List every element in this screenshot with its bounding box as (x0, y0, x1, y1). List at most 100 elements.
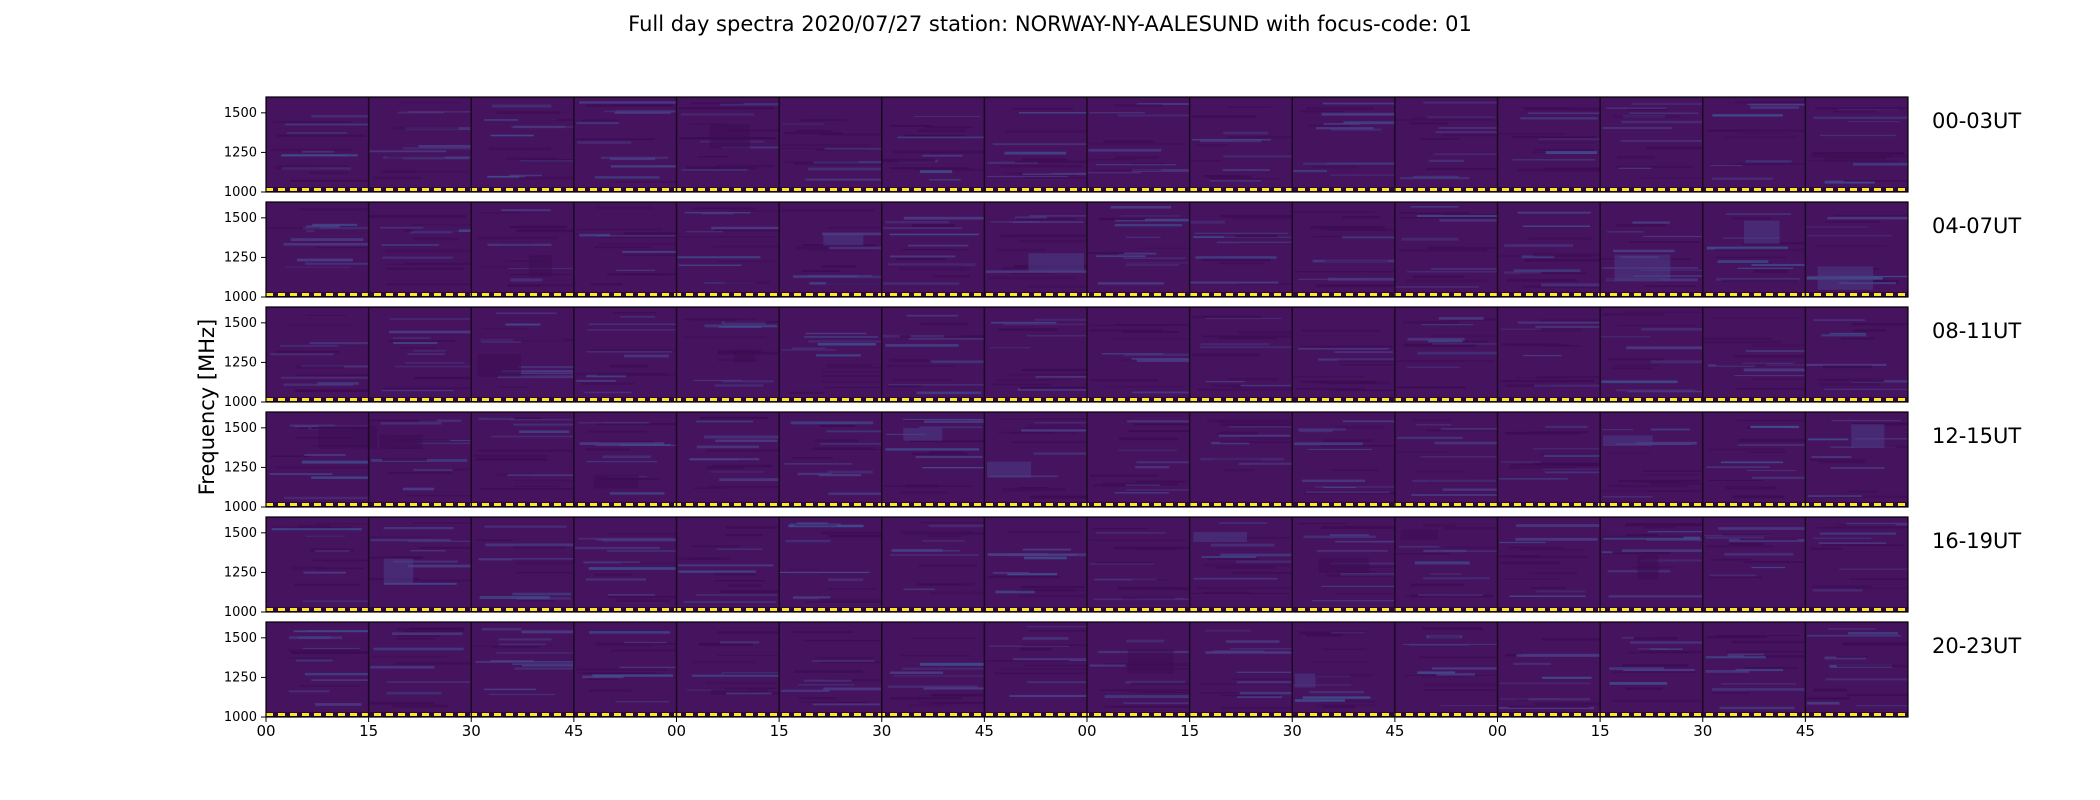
spectra-band (697, 156, 730, 158)
spectra-band (1417, 351, 1498, 355)
spectra-band (1750, 425, 1799, 429)
spectra-band (1330, 128, 1382, 131)
spectra-band (1644, 285, 1696, 288)
spectra-band (1416, 470, 1465, 473)
spectra-band (918, 129, 966, 132)
spectra-band (891, 379, 953, 381)
spectra-band (890, 671, 944, 674)
spectra-band (1022, 637, 1069, 640)
spectra-band (490, 660, 534, 663)
spectra-band (1088, 158, 1136, 161)
spectra-band (1847, 121, 1900, 123)
spectra-band (999, 165, 1083, 168)
spectra-band (1753, 269, 1789, 273)
spectra-band (1715, 635, 1801, 637)
spectra-band (987, 161, 1038, 164)
spectra-band (882, 158, 936, 162)
spectra-band (1095, 164, 1177, 166)
spectra-band (1422, 524, 1456, 527)
spectra-band (821, 265, 856, 268)
spectra-band (812, 659, 875, 662)
spectra-band (1610, 367, 1652, 370)
spectra-band (1706, 246, 1789, 250)
x-tick-label: 00 (1077, 722, 1096, 740)
spectra-band (497, 386, 530, 389)
spectra-band (1426, 480, 1498, 483)
spectra-band (1638, 177, 1703, 179)
spectra-band (916, 391, 982, 395)
spectra-band (908, 337, 985, 340)
spectra-band (1002, 488, 1066, 492)
spectra-band (1615, 389, 1696, 392)
spectra-band (1750, 103, 1806, 106)
spectra-band (295, 659, 333, 662)
spectra-band (1205, 317, 1282, 319)
spectra-band (692, 545, 740, 547)
spectra-band (288, 690, 330, 693)
spectra-band (1739, 538, 1798, 541)
spectra-band (1336, 593, 1395, 595)
spectra-band (1222, 169, 1270, 171)
spectra-band (1294, 271, 1395, 273)
spectra-band (392, 632, 463, 636)
spectra-band (1315, 127, 1374, 130)
spectra-band (311, 679, 369, 681)
spectra-band (796, 130, 833, 132)
spectra-band (1227, 106, 1271, 108)
spectra-band (1853, 162, 1908, 166)
spectra-band (1112, 705, 1190, 708)
spectra-band (380, 170, 470, 173)
spectra-block (1614, 254, 1671, 282)
spectra-band (1217, 420, 1293, 423)
spectra-band (801, 270, 840, 273)
spectra-band (1200, 258, 1271, 262)
spectra-band (1827, 216, 1908, 220)
spectra-band (889, 358, 929, 362)
spectra-band (286, 132, 348, 134)
spectra-band (1412, 275, 1465, 279)
spectra-band (1429, 635, 1460, 639)
spectra-band (397, 634, 440, 637)
x-tick-label: 45 (1385, 722, 1404, 740)
spectra-band (1001, 267, 1054, 270)
spectra-band (678, 564, 774, 567)
spectra-band (1517, 321, 1601, 324)
spectra-band (283, 243, 369, 246)
spectra-band (1608, 595, 1703, 598)
spectra-band (518, 366, 574, 369)
spectra-band (1331, 631, 1366, 634)
spectra-band (1813, 319, 1865, 321)
spectra-band (710, 471, 764, 473)
spectra-block (528, 254, 553, 277)
spectra-band (1499, 682, 1591, 685)
spectra-band (1398, 249, 1487, 252)
spectra-band (1207, 419, 1286, 423)
spectra-band (723, 673, 780, 675)
spectra-band (1602, 535, 1684, 539)
spectra-band (826, 227, 882, 229)
spectra-band (276, 350, 339, 353)
spectra-band (711, 226, 780, 230)
spectra-band (586, 460, 657, 463)
spectra-band (491, 435, 574, 438)
spectra-band (1522, 225, 1591, 227)
spectra-band (690, 102, 744, 105)
spectra-band (276, 466, 369, 469)
spectra-band (299, 207, 369, 211)
row-label: 00-03UT (1932, 109, 2021, 133)
spectra-band (1813, 116, 1908, 120)
spectra-band (828, 366, 882, 369)
spectra-block (1028, 253, 1084, 273)
spectra-band (481, 627, 522, 631)
spectra-band (1018, 594, 1087, 598)
spectra-band (1617, 324, 1697, 326)
spectra-band (1420, 138, 1460, 140)
spectra-band (1428, 339, 1463, 343)
spectra-band (930, 702, 985, 705)
spectra-band (1309, 691, 1364, 694)
spectra-block (709, 124, 750, 149)
spectra-band (1444, 526, 1498, 530)
spectra-band (717, 260, 780, 262)
spectra-band (1818, 383, 1880, 386)
spectra-band (1029, 496, 1087, 499)
